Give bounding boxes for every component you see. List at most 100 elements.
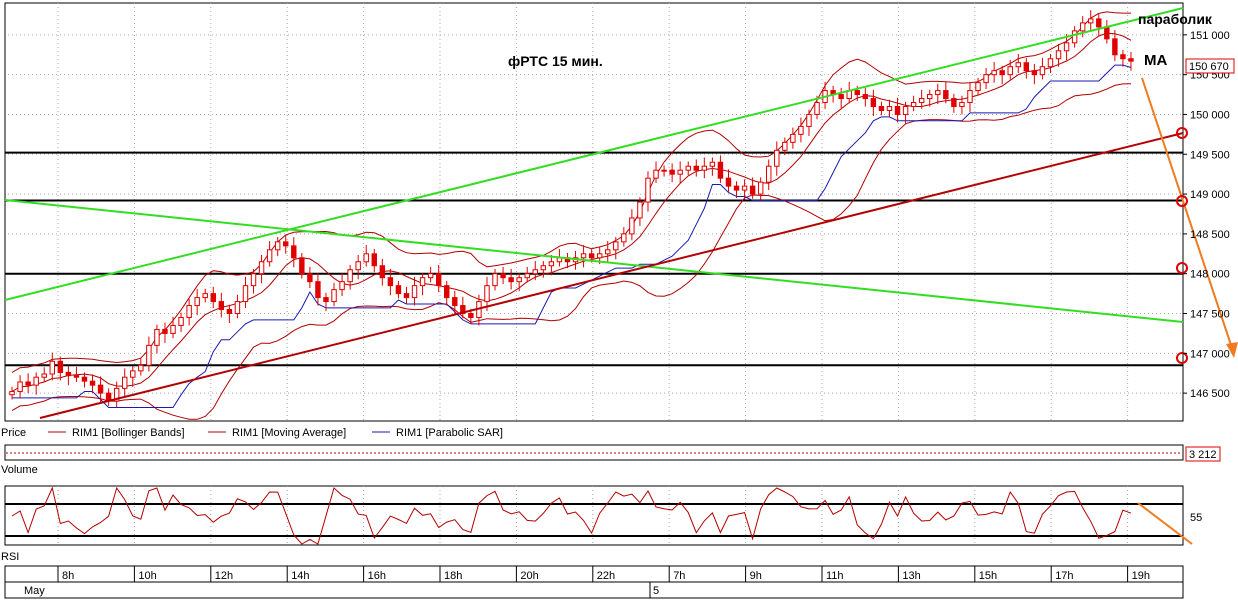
- time-tick-9h: 9h: [750, 570, 762, 582]
- candle-body: [130, 370, 136, 378]
- time-tick-13h: 13h: [902, 570, 920, 582]
- candle-body: [379, 265, 386, 279]
- trend-lines: [4, 7, 1238, 419]
- time-tick-8h: 8h: [62, 570, 74, 582]
- price-tick-151000: 151 000: [1190, 30, 1230, 42]
- candle-body: [49, 360, 55, 375]
- candle-body: [1063, 42, 1070, 52]
- time-tick-19h: 19h: [1132, 570, 1150, 582]
- last-price-value: 150 670: [1189, 61, 1229, 73]
- candle-body: [25, 381, 31, 386]
- candle-body: [894, 106, 901, 115]
- candle-body: [709, 161, 716, 167]
- candle-body: [685, 165, 691, 171]
- candle-body: [452, 297, 458, 307]
- rsi-panel-frame: [4, 485, 1184, 546]
- candles: [9, 10, 1134, 408]
- price-label: Price: [1, 427, 26, 439]
- price-panel-frame: [4, 2, 1184, 422]
- time-tick-11h: 11h: [826, 570, 844, 582]
- candle-body: [1055, 50, 1062, 60]
- candle-body: [291, 245, 297, 259]
- candle-body: [1023, 62, 1030, 72]
- time-tick-14h: 14h: [291, 570, 309, 582]
- candle-body: [806, 113, 812, 127]
- candle-body: [500, 273, 506, 279]
- candle-body: [548, 261, 555, 267]
- candle-body: [65, 371, 72, 377]
- candle-body: [653, 169, 659, 179]
- candle-body: [733, 185, 740, 191]
- candle-body: [741, 185, 748, 191]
- candle-body: [41, 373, 47, 378]
- price-tick-150000: 150 000: [1190, 109, 1230, 121]
- candle-body: [1096, 18, 1102, 28]
- candle-body: [387, 277, 394, 287]
- candle-body: [605, 249, 611, 255]
- price-tick-148500: 148 500: [1190, 229, 1230, 241]
- candle-body: [1079, 22, 1086, 32]
- candle-body: [693, 165, 699, 171]
- candle-body: [838, 94, 844, 100]
- date-month: May: [24, 585, 45, 597]
- candle-body: [484, 285, 490, 303]
- candle-body: [1015, 62, 1021, 68]
- candle-body: [419, 277, 426, 287]
- candle-body: [146, 344, 152, 366]
- candle-body: [331, 289, 337, 303]
- time-tick-10h: 10h: [138, 570, 156, 582]
- candle-body: [749, 185, 756, 195]
- candle-body: [999, 70, 1005, 76]
- time-axis: 8h 10h 12h 14h 16h 18h 20h 22h 7h 9h 11h 13h 15h 17h 1…: [57, 566, 1150, 582]
- candle-body: [1112, 38, 1118, 56]
- candle-body: [613, 241, 619, 251]
- candle-body: [258, 261, 265, 275]
- rsi-panel: [5, 486, 1193, 545]
- channel-upper-green: [4, 7, 1184, 301]
- candle-body: [89, 380, 96, 386]
- candle-body: [629, 217, 635, 235]
- bollinger-lower: [11, 83, 1132, 420]
- candle-body: [347, 269, 353, 283]
- candle-body: [435, 273, 442, 287]
- candle-body: [154, 328, 160, 346]
- candle-body: [170, 324, 176, 334]
- candle-body: [250, 273, 257, 287]
- time-tick-15h: 15h: [979, 570, 997, 582]
- candle-body: [97, 384, 104, 394]
- candle-body: [202, 293, 208, 299]
- candle-body: [790, 133, 796, 143]
- price-axis: 146 500 147 000 147 500 148 000 148 500 149 0…: [1183, 30, 1230, 400]
- candle-body: [854, 90, 860, 96]
- time-tick-20h: 20h: [520, 570, 538, 582]
- candle-body: [983, 74, 989, 84]
- volume-panel-frame: [4, 444, 1184, 461]
- candle-body: [283, 241, 289, 247]
- rsi-projection-line: [1137, 502, 1193, 545]
- candle-body: [677, 169, 683, 175]
- candle-body: [1047, 58, 1054, 68]
- rsi-line: [11, 486, 1132, 545]
- candle-body: [411, 285, 418, 299]
- candle-body: [540, 265, 547, 271]
- candle-body: [9, 391, 15, 396]
- volume-label: Volume: [1, 464, 38, 476]
- candle-body: [516, 277, 522, 283]
- last-volume-value: 3 212: [1189, 449, 1217, 461]
- candle-body: [725, 177, 732, 187]
- channel-lower-green: [4, 199, 1184, 323]
- date-day: 5: [653, 585, 659, 597]
- candle-body: [234, 301, 241, 315]
- candle-body: [210, 293, 216, 303]
- last-volume-box: [1185, 446, 1221, 462]
- candle-body: [991, 70, 997, 76]
- candle-body: [1071, 30, 1078, 44]
- candle-body: [403, 293, 410, 299]
- candle-body: [81, 376, 88, 382]
- bollinger-upper: [11, 11, 1131, 373]
- time-tick-7h: 7h: [673, 570, 685, 582]
- projection-arrow: [1141, 77, 1235, 355]
- parabolic-label: параболик: [1138, 11, 1213, 27]
- candle-body: [194, 297, 200, 307]
